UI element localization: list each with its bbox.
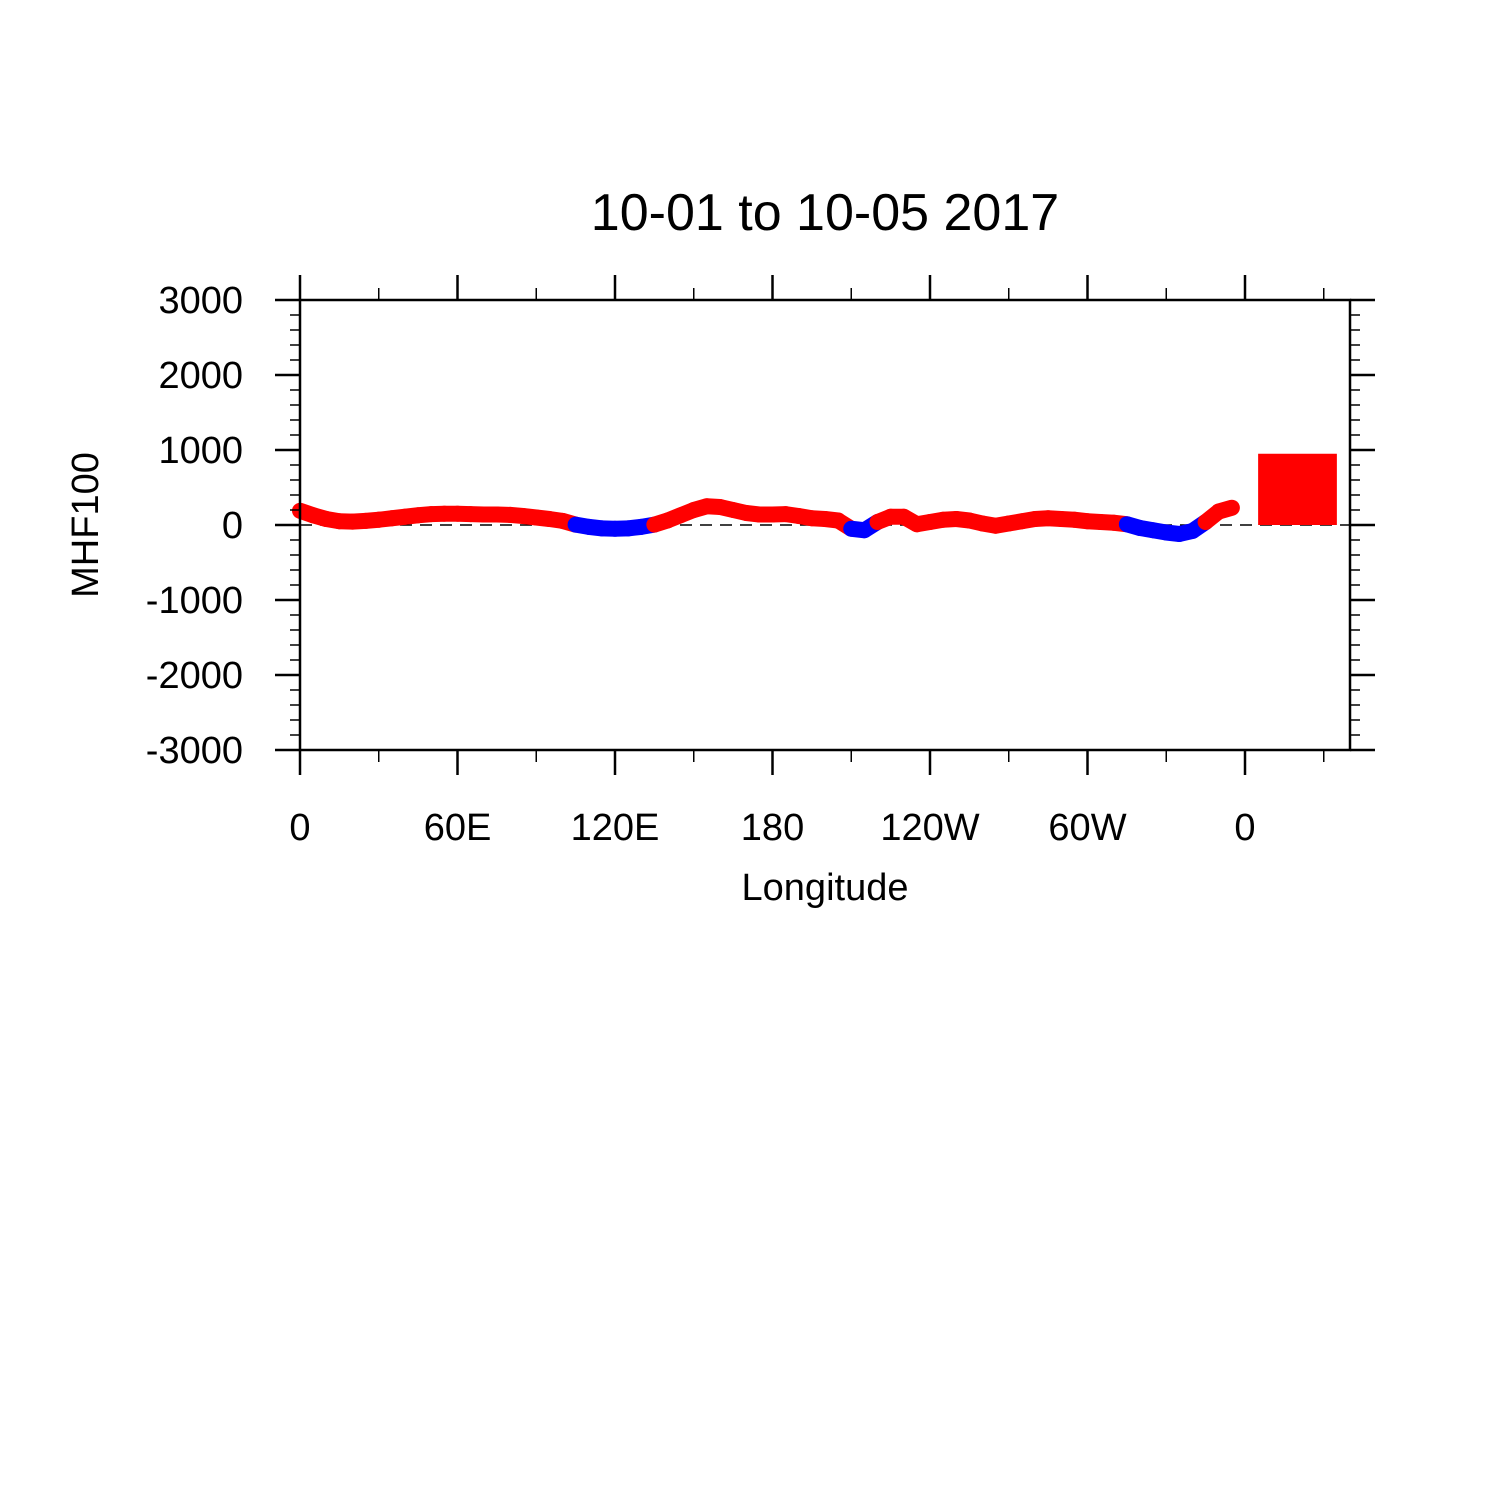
mean-bar bbox=[1258, 454, 1337, 525]
x-tick-label: 120W bbox=[880, 807, 979, 849]
x-tick-label: 180 bbox=[741, 807, 804, 849]
y-tick-label: -2000 bbox=[146, 655, 243, 697]
x-tick-label: 0 bbox=[289, 807, 310, 849]
x-tick-label: 60E bbox=[424, 807, 492, 849]
x-tick-label: 60W bbox=[1048, 807, 1126, 849]
x-axis-label: Longitude bbox=[742, 867, 909, 909]
y-tick-label: 1000 bbox=[158, 430, 243, 472]
y-tick-label: -1000 bbox=[146, 580, 243, 622]
y-axis-label: MHF100 bbox=[65, 452, 107, 598]
chart-title: 10-01 to 10-05 2017 bbox=[591, 184, 1059, 242]
y-tick-label: -3000 bbox=[146, 730, 243, 772]
y-tick-label: 0 bbox=[222, 505, 243, 547]
line-segment bbox=[1219, 508, 1232, 512]
y-tick-label: 3000 bbox=[158, 280, 243, 322]
x-tick-label: 120E bbox=[571, 807, 660, 849]
y-tick-label: 2000 bbox=[158, 355, 243, 397]
x-tick-label: 0 bbox=[1234, 807, 1255, 849]
